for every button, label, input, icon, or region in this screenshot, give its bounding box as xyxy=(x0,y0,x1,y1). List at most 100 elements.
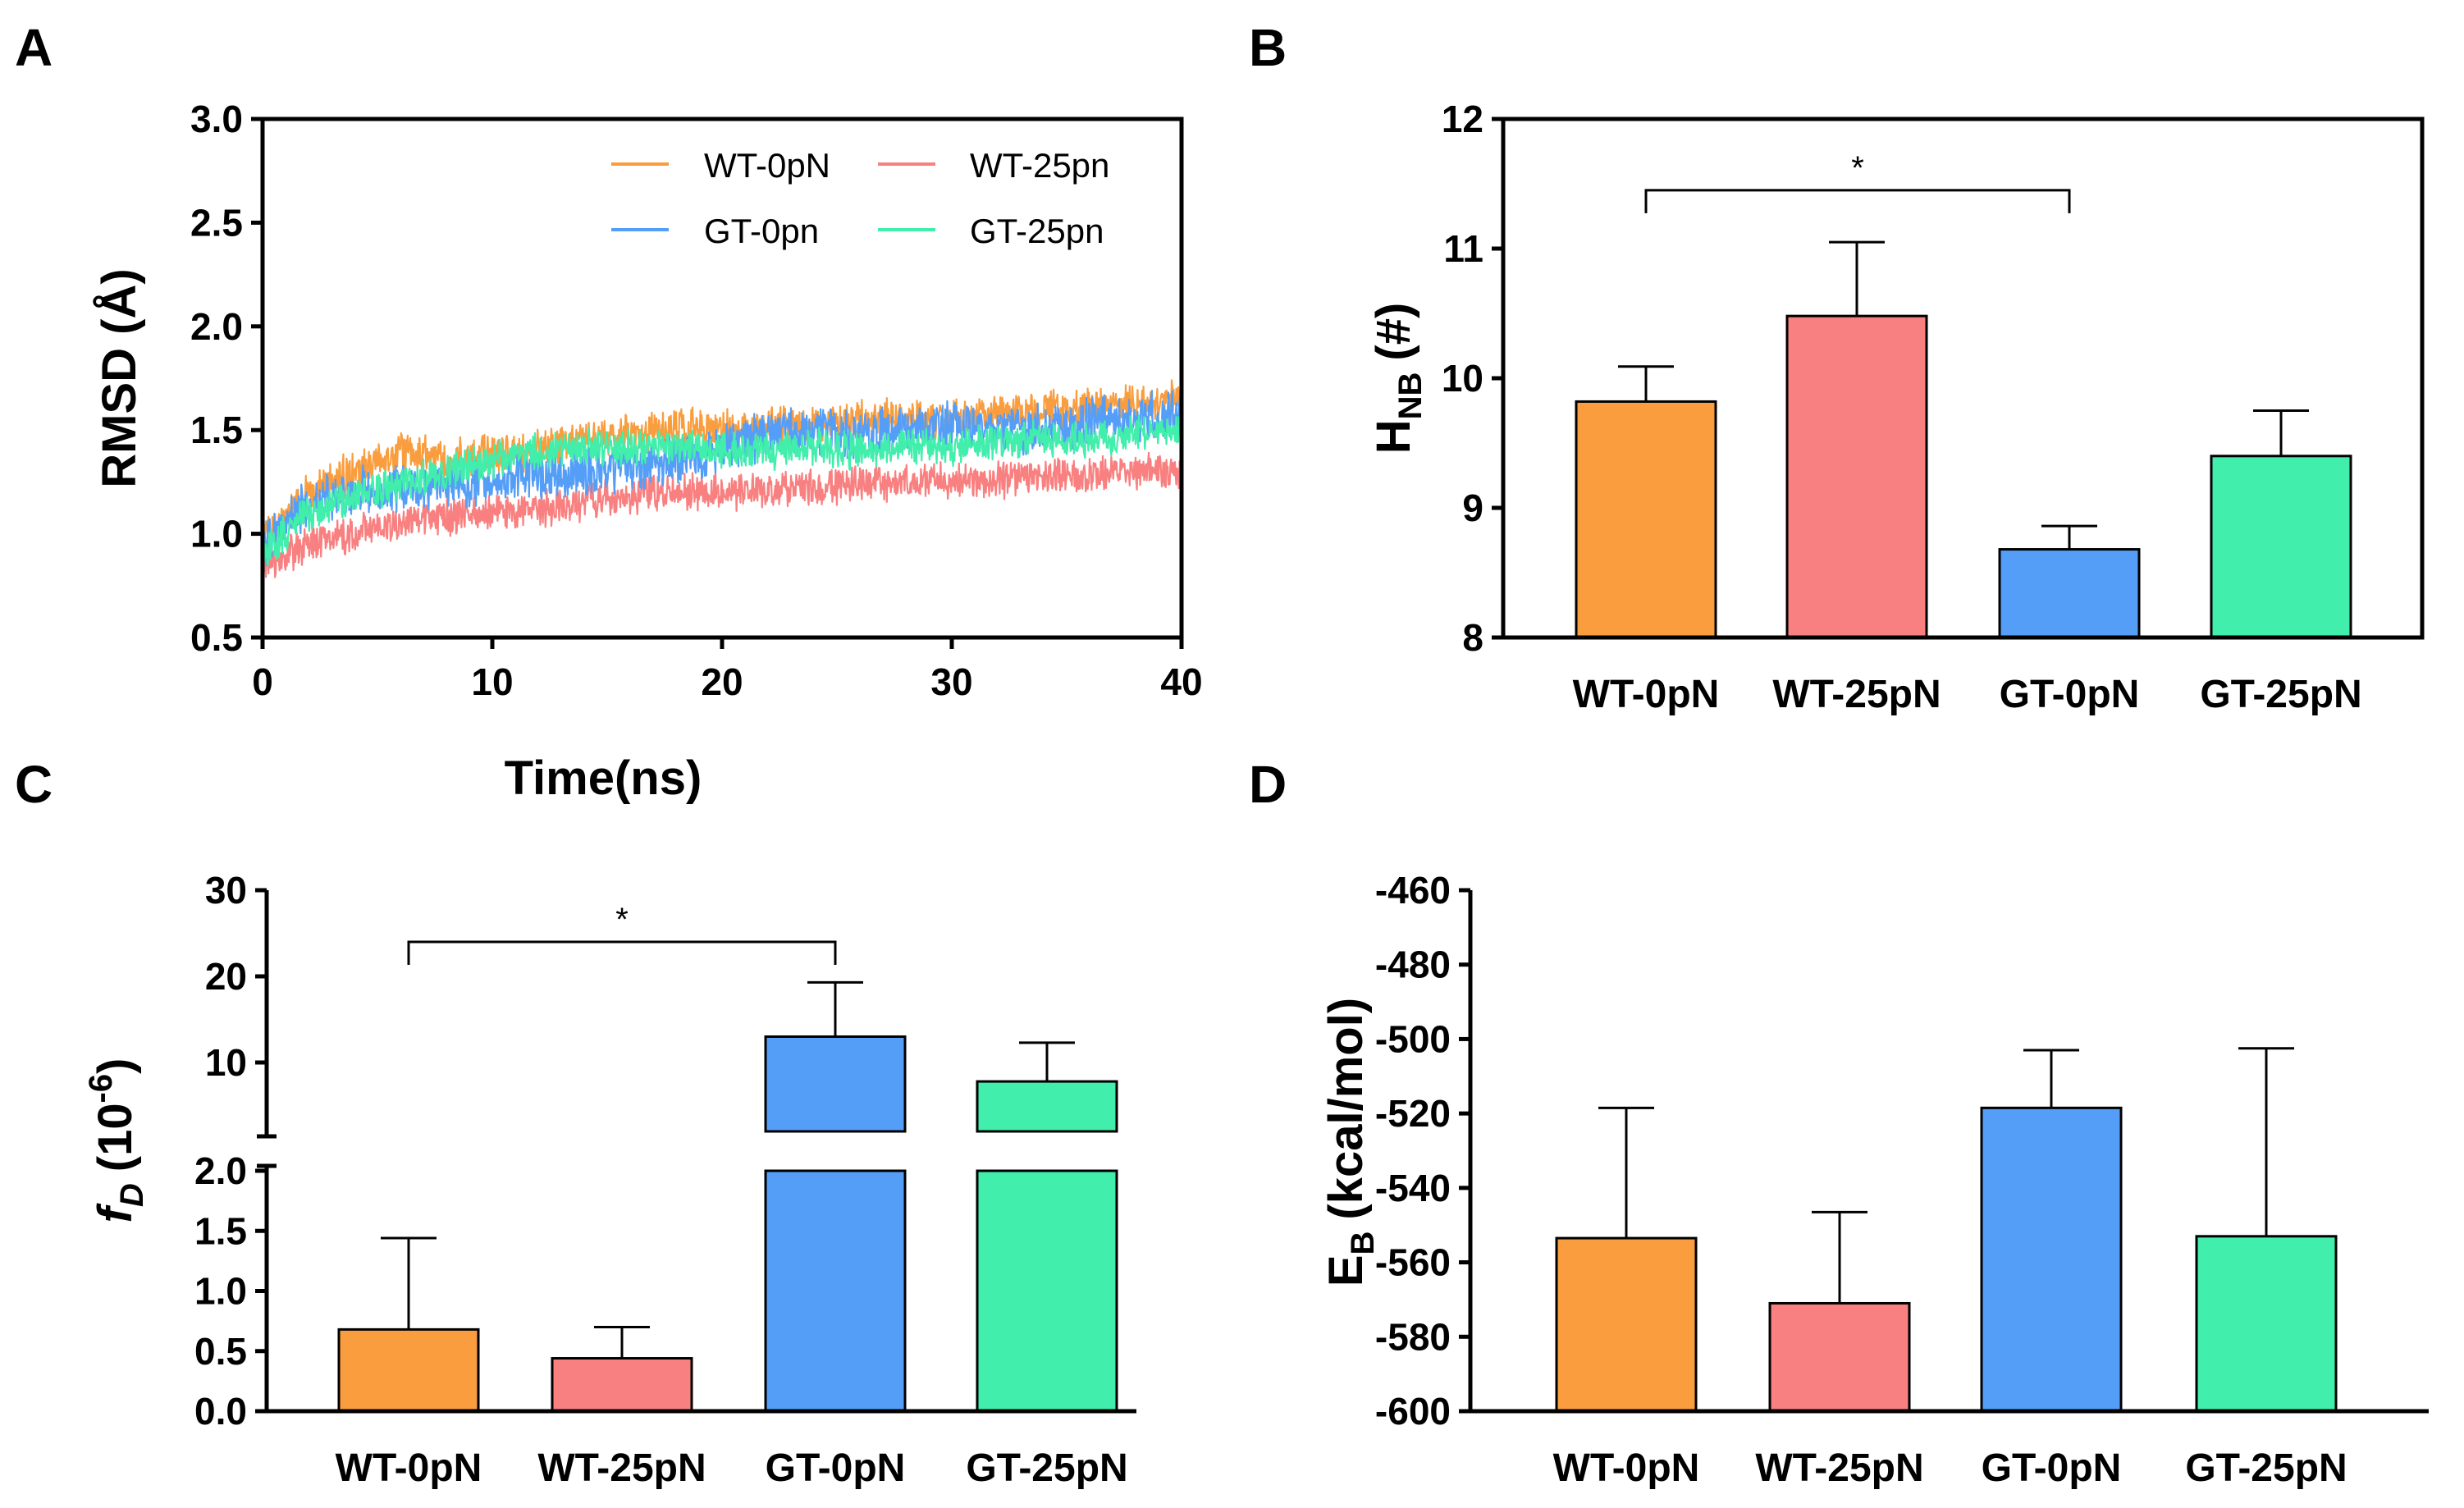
y-tick-label: 2.0 xyxy=(190,305,243,348)
x-label-gt-25pn: GT-25pN xyxy=(2185,1446,2347,1490)
y-tick-label: 1.0 xyxy=(190,513,243,555)
y-tick-label: 0.5 xyxy=(190,616,243,659)
y-tick-label: 1.5 xyxy=(190,409,243,451)
bar-wt-0pn xyxy=(1555,1236,1698,1413)
bar-gt-25pn xyxy=(2210,455,2352,639)
x-label-gt-25pn: GT-25pN xyxy=(2200,673,2361,716)
y-tick-label: 1.5 xyxy=(194,1209,247,1252)
panel-d-bar-chart: -600-580-560-540-520-500-480-460 WT-0pN W… xyxy=(1319,869,2429,1490)
panel-label-c: C xyxy=(15,755,53,814)
x-tick-label: 40 xyxy=(1160,660,1202,703)
y-tick-label: -580 xyxy=(1375,1315,1451,1358)
panel-b-significance: * xyxy=(1644,150,2071,213)
y-tick-label: 1.0 xyxy=(194,1270,247,1313)
bar-lower-segment-gt-0pn xyxy=(764,1169,907,1413)
x-tick-label: 20 xyxy=(701,660,743,703)
y-tick-label: 3.0 xyxy=(190,98,243,140)
x-label-gt-0pn: GT-0pN xyxy=(766,1446,906,1490)
panel-c-x-labels: WT-0pN WT-25pN GT-0pN GT-25pN xyxy=(336,1446,1128,1490)
x-label-wt-0pn: WT-0pN xyxy=(336,1446,482,1490)
panel-label-a: A xyxy=(15,18,53,77)
y-tick-label: -540 xyxy=(1375,1167,1451,1209)
significance-bracket xyxy=(1644,189,2071,213)
y-tick-label: 8 xyxy=(1462,616,1483,659)
panel-d-y-ticks: -600 -580 -560 -540 -520 -500 -480 -460 xyxy=(1375,869,1470,1433)
x-label-wt-0pn: WT-0pN xyxy=(1573,673,1720,716)
panel-d-x-labels: WT-0pN WT-25pN GT-0pN GT-25pN xyxy=(1553,1446,2347,1490)
x-label-gt-25pn: GT-25pN xyxy=(966,1446,1127,1490)
y-tick-label: 9 xyxy=(1462,487,1483,529)
panel-c-significance: * xyxy=(407,902,837,965)
y-tick-label: 10 xyxy=(1442,357,1483,400)
significance-star: * xyxy=(615,902,629,938)
significance-star: * xyxy=(1851,150,1864,186)
panel-c-bar-chart: 0.0 0.5 1.0 1.5 2.0 10 20 30 WT-0pN WT-25pN GT-0p… xyxy=(83,869,1136,1490)
bar-gt-25pn xyxy=(2195,1235,2338,1413)
panel-c-axis xyxy=(257,890,1136,1414)
legend-label-gt-0pn: GT-0pn xyxy=(704,212,819,250)
bar-wt-25pn xyxy=(551,1357,693,1413)
x-tick-label: 0 xyxy=(252,660,273,703)
x-label-wt-25pn: WT-25pN xyxy=(1772,673,1941,716)
y-tick-label: 0.0 xyxy=(194,1390,247,1433)
significance-bracket xyxy=(407,940,837,965)
panel-a-x-label: Time(ns) xyxy=(505,752,702,805)
panel-b-x-labels: WT-0pN WT-25pN GT-0pN GT-25pN xyxy=(1573,673,2362,716)
bar-upper-segment-gt-0pn xyxy=(764,1035,907,1133)
x-label-wt-25pn: WT-25pN xyxy=(537,1446,706,1490)
x-tick-label: 10 xyxy=(471,660,513,703)
panel-a-y-ticks: 0.5 1.0 1.5 2.0 2.5 3.0 xyxy=(190,98,263,659)
y-tick-label: 12 xyxy=(1442,98,1483,140)
bar-wt-0pn xyxy=(337,1327,480,1413)
legend-label-wt-0pn: WT-0pN xyxy=(704,146,830,185)
bar-gt-0pn xyxy=(1980,1106,2123,1413)
bar-wt-0pn xyxy=(1575,400,1717,639)
panel-a-frame xyxy=(260,117,1184,640)
panel-a-y-label: RMSD (Å) xyxy=(93,268,146,487)
panel-label-d: D xyxy=(1249,755,1287,814)
panel-d-y-label: EB(kcal/mol) xyxy=(1319,998,1381,1286)
panel-b-y-ticks: 8 9 10 11 12 xyxy=(1442,98,1503,659)
y-tick-label: -600 xyxy=(1375,1390,1451,1433)
y-tick-label: 2.0 xyxy=(194,1149,247,1192)
panel-a-line-chart: 0.5 1.0 1.5 2.0 2.5 3.0 0 10 20 30 40 Time(ns) RM… xyxy=(93,98,1203,805)
panel-d-axis xyxy=(1468,890,2429,1414)
panel-c-y-ticks: 0.0 0.5 1.0 1.5 2.0 10 20 30 xyxy=(194,869,267,1433)
bar-break-gap-gt-25pn xyxy=(974,1133,1120,1169)
series-line-wt-25pn xyxy=(261,451,1183,580)
y-tick-label: -520 xyxy=(1375,1092,1451,1135)
panel-b-y-label: HNB(#) xyxy=(1367,303,1429,455)
y-tick-label: 20 xyxy=(205,955,247,998)
legend-label-wt-25pn: WT-25pn xyxy=(970,146,1109,185)
y-tick-label: -480 xyxy=(1375,944,1451,986)
y-tick-label: -500 xyxy=(1375,1017,1451,1060)
bar-gt-0pn xyxy=(1998,548,2141,639)
y-tick-label: 11 xyxy=(1443,227,1483,270)
bar-break-gap-gt-0pn xyxy=(762,1133,908,1169)
y-tick-label: -560 xyxy=(1375,1241,1451,1284)
x-label-wt-25pn: WT-25pN xyxy=(1755,1446,1923,1490)
panel-c-y-label: fD(10-6) xyxy=(83,1058,150,1223)
series-line-gt-25pn xyxy=(261,414,1183,567)
y-tick-label: 0.5 xyxy=(194,1330,247,1373)
x-label-gt-0pn: GT-0pN xyxy=(1982,1446,2122,1490)
x-label-wt-0pn: WT-0pN xyxy=(1553,1446,1700,1490)
y-tick-label: 30 xyxy=(205,869,247,912)
bar-wt-25pn xyxy=(1768,1301,1911,1413)
bar-lower-segment-gt-25pn xyxy=(976,1169,1118,1413)
y-tick-label: 2.5 xyxy=(190,201,243,244)
legend-label-gt-25pn: GT-25pn xyxy=(970,212,1104,250)
panel-b-bar-chart: 8 9 10 11 12 WT-0pN WT-25pN GT-0pN GT-25pN * HN… xyxy=(1367,98,2425,716)
bar-wt-25pn xyxy=(1785,314,1928,639)
panel-b-bars xyxy=(1575,240,2352,639)
panel-a-legend: WT-0pN WT-25pn GT-0pn GT-25pn xyxy=(611,146,1109,250)
panel-d-bars xyxy=(1555,1047,2338,1413)
panel-label-b: B xyxy=(1249,18,1287,77)
x-label-gt-0pn: GT-0pN xyxy=(2000,673,2140,716)
bar-upper-segment-gt-25pn xyxy=(976,1080,1118,1133)
x-tick-label: 30 xyxy=(930,660,972,703)
y-tick-label: -460 xyxy=(1375,869,1451,912)
panel-a-series-lines xyxy=(261,379,1183,580)
panel-a-x-ticks: 0 10 20 30 40 xyxy=(252,637,1203,703)
